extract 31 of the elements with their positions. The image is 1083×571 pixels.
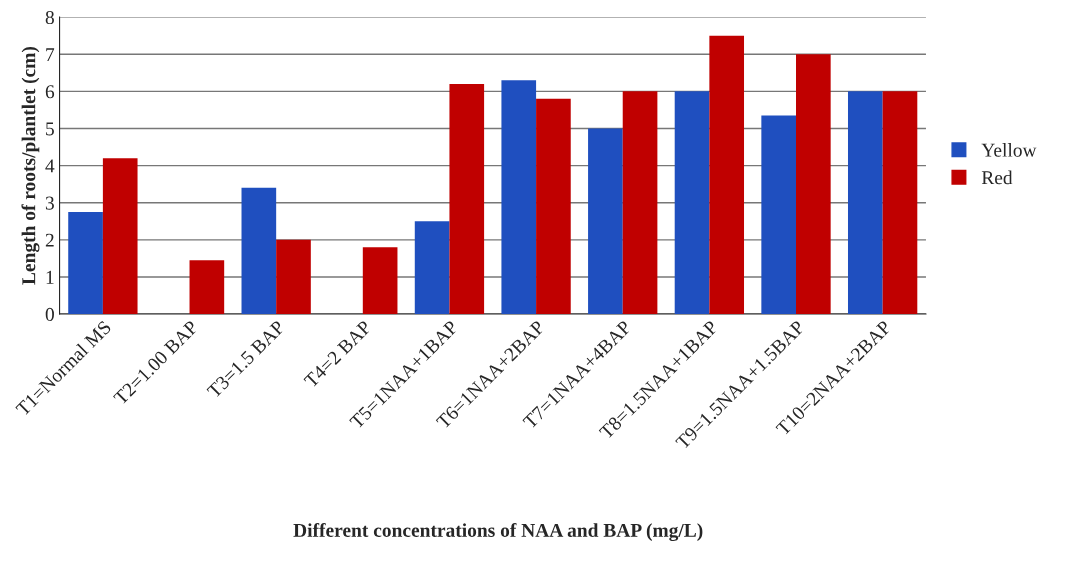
bar <box>501 80 537 315</box>
y-tick-label: 6 <box>45 85 55 99</box>
y-tick-label: 5 <box>46 122 54 136</box>
bar <box>709 35 745 315</box>
legend-label: Yellow <box>981 143 1037 157</box>
y-tick-label: 3 <box>45 196 54 210</box>
x-axis-title: Different concentrations of NAA and BAP (mg/L) <box>293 523 703 542</box>
bar <box>622 91 658 315</box>
bar <box>536 98 571 315</box>
y-tick-label: 0 <box>45 307 54 321</box>
bar <box>276 239 311 315</box>
bar <box>189 260 225 315</box>
bar <box>449 83 485 315</box>
bar <box>414 221 450 315</box>
bar <box>882 91 918 315</box>
bar <box>102 158 138 315</box>
bar <box>68 211 103 315</box>
y-axis-title: Length of roots/plantlet (cm) <box>21 46 40 285</box>
bar <box>241 187 277 315</box>
y-tick-label: 7 <box>46 48 55 61</box>
y-tick-label: 2 <box>45 233 54 247</box>
bar <box>761 115 796 315</box>
y-tick-label: 4 <box>45 159 55 173</box>
y-tick-label: 8 <box>45 10 54 25</box>
bar <box>674 91 710 315</box>
legend-label: Red <box>981 170 1013 185</box>
bar <box>796 54 831 315</box>
bar <box>847 91 883 315</box>
bar <box>588 128 623 315</box>
y-tick-label: 1 <box>46 270 54 284</box>
bar <box>362 247 398 315</box>
